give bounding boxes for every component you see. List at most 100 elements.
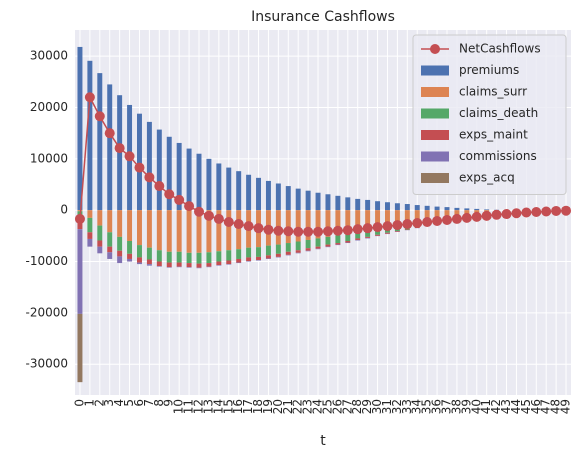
- bar: [156, 261, 162, 267]
- bar: [345, 197, 351, 211]
- x-tick-label: 6: [132, 399, 146, 407]
- bar: [295, 188, 301, 211]
- bar: [137, 257, 142, 263]
- bar: [305, 239, 311, 249]
- bar: [394, 210, 400, 226]
- x-tick-label: 21: [281, 399, 295, 414]
- bar: [345, 210, 351, 234]
- bar: [186, 210, 192, 253]
- legend-box: [412, 34, 567, 195]
- bar: [404, 210, 410, 225]
- x-tick-label: 38: [449, 399, 463, 414]
- x-tick-label: 17: [241, 399, 255, 414]
- bar: [206, 266, 212, 268]
- bar: [127, 258, 133, 262]
- bar: [404, 229, 410, 231]
- bar: [325, 246, 331, 248]
- x-tick-label: 40: [469, 399, 483, 414]
- bar: [305, 210, 311, 240]
- bar: [236, 258, 242, 263]
- line-marker: [114, 143, 125, 154]
- x-tick-label: 8: [152, 399, 166, 407]
- bar: [464, 208, 470, 211]
- x-tick-label: 14: [211, 399, 225, 414]
- x-tick-label: 27: [340, 399, 354, 414]
- bar: [434, 210, 440, 221]
- bar: [146, 259, 152, 265]
- line-marker: [313, 226, 324, 237]
- x-tick-label: 5: [122, 399, 136, 407]
- bar: [315, 238, 321, 247]
- bar: [196, 263, 202, 268]
- line-marker: [253, 223, 264, 234]
- line-marker: [104, 128, 115, 139]
- line-marker: [332, 225, 343, 236]
- legend-label: commissions: [459, 149, 537, 163]
- y-tick-label: -10000: [25, 254, 68, 268]
- bar: [315, 248, 321, 250]
- bar: [77, 221, 83, 230]
- x-tick-label: 1: [82, 399, 96, 407]
- x-tick-label: 2: [92, 399, 106, 407]
- bar: [107, 84, 113, 211]
- x-tick-label: 12: [192, 399, 206, 414]
- line-marker: [213, 213, 224, 224]
- bar: [146, 264, 152, 266]
- bar: [335, 244, 341, 246]
- line-marker: [412, 218, 423, 229]
- line-marker: [491, 209, 502, 220]
- x-tick-label: 10: [172, 399, 186, 414]
- legend-label: premiums: [459, 63, 519, 77]
- bar: [474, 208, 480, 211]
- x-tick-label: 36: [430, 399, 444, 414]
- bar: [404, 204, 410, 211]
- bar: [186, 267, 192, 268]
- legend-swatch: [421, 65, 449, 76]
- y-tick-label: 30000: [30, 49, 68, 63]
- bar: [365, 237, 371, 239]
- line-marker: [322, 226, 333, 237]
- line-marker: [551, 205, 562, 216]
- x-tick-label: 18: [251, 399, 265, 414]
- bar: [375, 201, 381, 211]
- bar: [107, 252, 113, 259]
- line-marker: [501, 209, 512, 220]
- line-marker: [223, 216, 234, 227]
- x-tick-label: 32: [390, 399, 404, 414]
- bar: [156, 250, 162, 262]
- bar: [196, 153, 202, 211]
- bar: [166, 267, 172, 268]
- x-tick-label: 24: [311, 399, 325, 414]
- bar: [166, 251, 172, 263]
- bar: [394, 230, 400, 232]
- y-tick-label: -30000: [25, 357, 68, 371]
- bar: [206, 263, 212, 267]
- line-marker: [124, 151, 135, 162]
- bar: [206, 210, 212, 253]
- x-tick-label: 41: [479, 399, 493, 414]
- bar: [196, 252, 202, 264]
- bar: [365, 210, 371, 231]
- x-tick-label: 33: [400, 399, 414, 414]
- x-tick-label: 42: [489, 399, 503, 414]
- bar: [87, 217, 93, 233]
- x-tick-label: 13: [201, 399, 215, 414]
- bar: [117, 256, 123, 264]
- line-marker: [402, 219, 413, 230]
- x-tick-label: 30: [370, 399, 384, 414]
- bar: [285, 186, 291, 211]
- bar: [87, 60, 93, 211]
- line-marker: [203, 210, 214, 221]
- line-marker: [422, 216, 433, 227]
- line-marker: [74, 213, 85, 224]
- bar: [97, 210, 103, 226]
- bar: [137, 262, 142, 265]
- x-axis-label: t: [320, 433, 326, 449]
- bar: [216, 163, 222, 211]
- bar: [166, 210, 172, 252]
- line-marker: [134, 162, 145, 173]
- x-tick-label: 15: [221, 399, 235, 414]
- line-marker: [154, 181, 165, 192]
- y-tick-label: 0: [60, 203, 68, 217]
- x-tick-label: 3: [102, 399, 116, 407]
